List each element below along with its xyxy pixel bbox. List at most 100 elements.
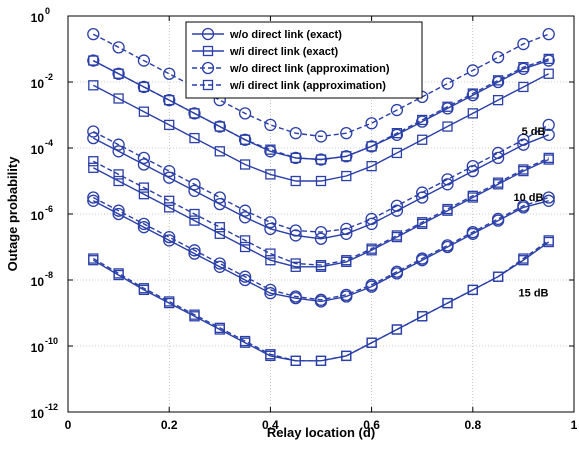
data-point [188,184,201,198]
data-point [466,225,479,239]
data-point [238,204,252,217]
data-point [189,208,200,220]
data-point [314,225,328,239]
y-tick-base: 10 [31,341,45,355]
y-tick-label: 10 -6 [31,204,53,223]
data-point [163,67,176,80]
data-point [138,81,150,93]
data-point [492,271,504,282]
data-point [441,239,454,252]
legend-label: w/o direct link (exact) [229,29,342,41]
data-point [87,131,100,145]
data-point [137,80,151,94]
series-line [92,158,549,268]
data-point [517,199,530,212]
data-point [417,114,428,126]
legend-marker [202,79,214,91]
data-point [289,126,302,140]
data-point [416,252,429,265]
y-tick-base: 10 [31,77,45,91]
data-point [517,37,530,51]
data-point [442,121,453,132]
data-point [390,103,404,117]
y-tick-exponent: 0 [45,6,50,16]
data-point [441,173,454,186]
data-point [214,228,225,239]
series-7 [88,152,554,271]
y-tick-base: 10 [31,407,45,421]
data-point [315,355,327,367]
data-point [88,253,99,264]
data-point [239,159,251,170]
data-point [164,296,175,307]
y-tick-exponent: -12 [45,402,58,412]
data-point [416,186,429,199]
data-point [138,182,150,193]
data-point [390,199,404,212]
data-point [542,28,555,41]
series-10 [87,191,555,306]
data-point [417,134,428,145]
data-point [265,349,276,360]
data-point [491,212,505,226]
data-point [391,147,403,159]
data-point [264,222,277,236]
data-point [164,95,175,106]
data-point [264,283,277,297]
data-point [265,144,276,155]
data-point [391,230,403,241]
x-tick-label: 1 [571,418,578,432]
data-point [137,221,151,234]
data-point [340,126,353,140]
data-point [441,178,454,191]
legend-marker [202,45,214,57]
data-point [289,151,302,165]
data-point [518,81,529,93]
data-point [239,241,251,253]
y-tick-label: 10 -10 [31,336,58,355]
data-point [112,67,125,80]
data-point [188,107,201,120]
data-point [113,93,124,104]
data-point [87,54,100,67]
data-point [391,127,403,139]
data-point [88,80,99,91]
data-point [163,171,176,184]
legend-box [185,21,423,99]
data-point [238,107,252,120]
series-line [92,200,549,303]
data-point [340,222,353,236]
series-line [92,196,549,301]
data-point [518,164,529,175]
legend-item: w/i direct link (exact) [192,45,339,58]
y-tick-exponent: -6 [45,204,53,214]
data-point [340,150,353,163]
series-line [92,73,550,182]
x-tick-label: 0.6 [363,418,380,432]
data-point [112,41,125,54]
data-point [416,115,429,128]
data-point [163,164,176,178]
data-point [314,130,328,143]
data-point [366,141,377,152]
data-point [314,232,328,245]
data-point [517,133,530,146]
data-point [213,191,226,204]
data-point [542,118,555,132]
data-point [113,175,124,187]
data-point [213,260,226,273]
data-point [417,217,428,228]
data-point [138,106,150,117]
data-point [543,235,554,246]
data-point [542,191,555,204]
data-point [137,158,151,171]
data-point [315,175,327,187]
data-point [442,101,453,112]
data-point [264,287,277,300]
data-point [390,128,404,141]
data-point [341,255,352,266]
data-point [113,268,124,279]
data-point [138,283,150,294]
data-point [417,311,428,322]
data-point [390,265,404,278]
